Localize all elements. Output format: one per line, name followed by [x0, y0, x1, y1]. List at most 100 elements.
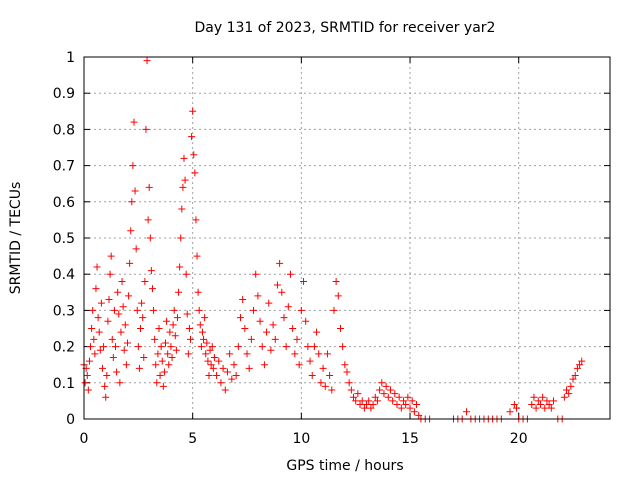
- data-point: [106, 270, 114, 278]
- data-point: [140, 353, 148, 361]
- data-point: [323, 350, 331, 358]
- data-point: [187, 335, 195, 343]
- data-point: [336, 325, 344, 332]
- data-point: [260, 361, 268, 369]
- data-point: [168, 353, 176, 361]
- data-point: [155, 325, 163, 332]
- data-point: [302, 317, 310, 325]
- data-point: [306, 357, 314, 365]
- y-tick-label: 0.6: [53, 195, 75, 211]
- data-point: [103, 372, 111, 380]
- data-point: [365, 397, 373, 405]
- data-point: [176, 263, 184, 271]
- data-point: [289, 325, 297, 332]
- data-point: [153, 379, 161, 387]
- data-point: [113, 368, 121, 376]
- data-point: [252, 270, 260, 278]
- data-point: [384, 393, 392, 401]
- data-point: [534, 397, 542, 405]
- data-point: [339, 343, 347, 351]
- data-point: [297, 306, 305, 314]
- data-point: [188, 133, 196, 141]
- y-tick-label: 0.5: [53, 231, 75, 247]
- data-point: [154, 350, 162, 358]
- data-point: [386, 386, 394, 394]
- data-point: [208, 343, 216, 351]
- data-point: [117, 328, 125, 336]
- data-point: [182, 270, 190, 278]
- data-point: [122, 361, 130, 369]
- data-point: [369, 401, 377, 409]
- data-point: [134, 343, 142, 351]
- data-point: [345, 379, 353, 387]
- data-point: [170, 306, 178, 314]
- data-point: [152, 361, 160, 369]
- data-point: [148, 285, 156, 293]
- data-point: [173, 314, 181, 322]
- data-point: [207, 361, 215, 369]
- data-point: [150, 306, 158, 314]
- data-point: [112, 343, 120, 351]
- data-point: [201, 314, 209, 322]
- data-point: [177, 234, 185, 242]
- data-point: [95, 328, 103, 336]
- data-point: [241, 325, 249, 332]
- data-point: [330, 306, 338, 314]
- data-point: [123, 339, 131, 347]
- data-point: [247, 335, 255, 343]
- data-point: [217, 379, 225, 387]
- data-point: [352, 397, 360, 405]
- y-tick-label: 1: [66, 50, 75, 66]
- data-point: [165, 361, 173, 369]
- data-point: [230, 361, 238, 369]
- data-point: [532, 404, 540, 412]
- data-point: [293, 335, 301, 343]
- x-axis-label: GPS time / hours: [286, 458, 403, 474]
- data-point: [389, 397, 397, 405]
- data-point: [286, 270, 294, 278]
- y-tick-label: 0.1: [53, 376, 75, 392]
- data-point: [254, 292, 262, 300]
- data-point: [135, 364, 143, 372]
- data-point: [215, 357, 223, 365]
- x-tick-label: 15: [401, 431, 419, 447]
- data-point: [127, 227, 135, 235]
- data-point: [175, 288, 183, 296]
- data-point: [404, 393, 412, 401]
- data-point: [506, 408, 514, 416]
- data-point: [395, 393, 403, 401]
- data-point: [304, 343, 312, 351]
- data-point: [341, 361, 349, 369]
- data-point: [166, 328, 174, 336]
- data-point: [265, 299, 273, 307]
- x-tick-label: 10: [292, 431, 310, 447]
- data-point: [193, 252, 201, 260]
- data-point: [245, 364, 253, 372]
- data-point: [393, 401, 401, 409]
- data-point: [89, 306, 97, 314]
- data-point: [234, 343, 242, 351]
- data-point: [360, 404, 368, 412]
- data-point: [184, 350, 192, 358]
- data-point: [97, 299, 105, 307]
- data-point: [391, 390, 399, 398]
- data-point: [131, 187, 139, 195]
- data-point: [132, 245, 140, 253]
- data-point: [91, 350, 99, 358]
- data-point: [295, 361, 303, 369]
- data-point: [232, 372, 240, 380]
- data-point: [92, 285, 100, 293]
- data-point: [567, 382, 575, 390]
- data-point: [194, 288, 202, 296]
- y-tick-label: 0.4: [53, 267, 75, 283]
- data-point: [536, 401, 544, 409]
- data-point: [129, 162, 137, 170]
- data-point: [332, 277, 340, 285]
- data-point: [571, 372, 579, 380]
- data-point: [541, 404, 549, 412]
- data-point: [105, 296, 113, 304]
- data-point: [178, 205, 186, 213]
- data-point: [547, 404, 555, 412]
- data-point: [81, 379, 89, 387]
- data-point: [415, 411, 423, 419]
